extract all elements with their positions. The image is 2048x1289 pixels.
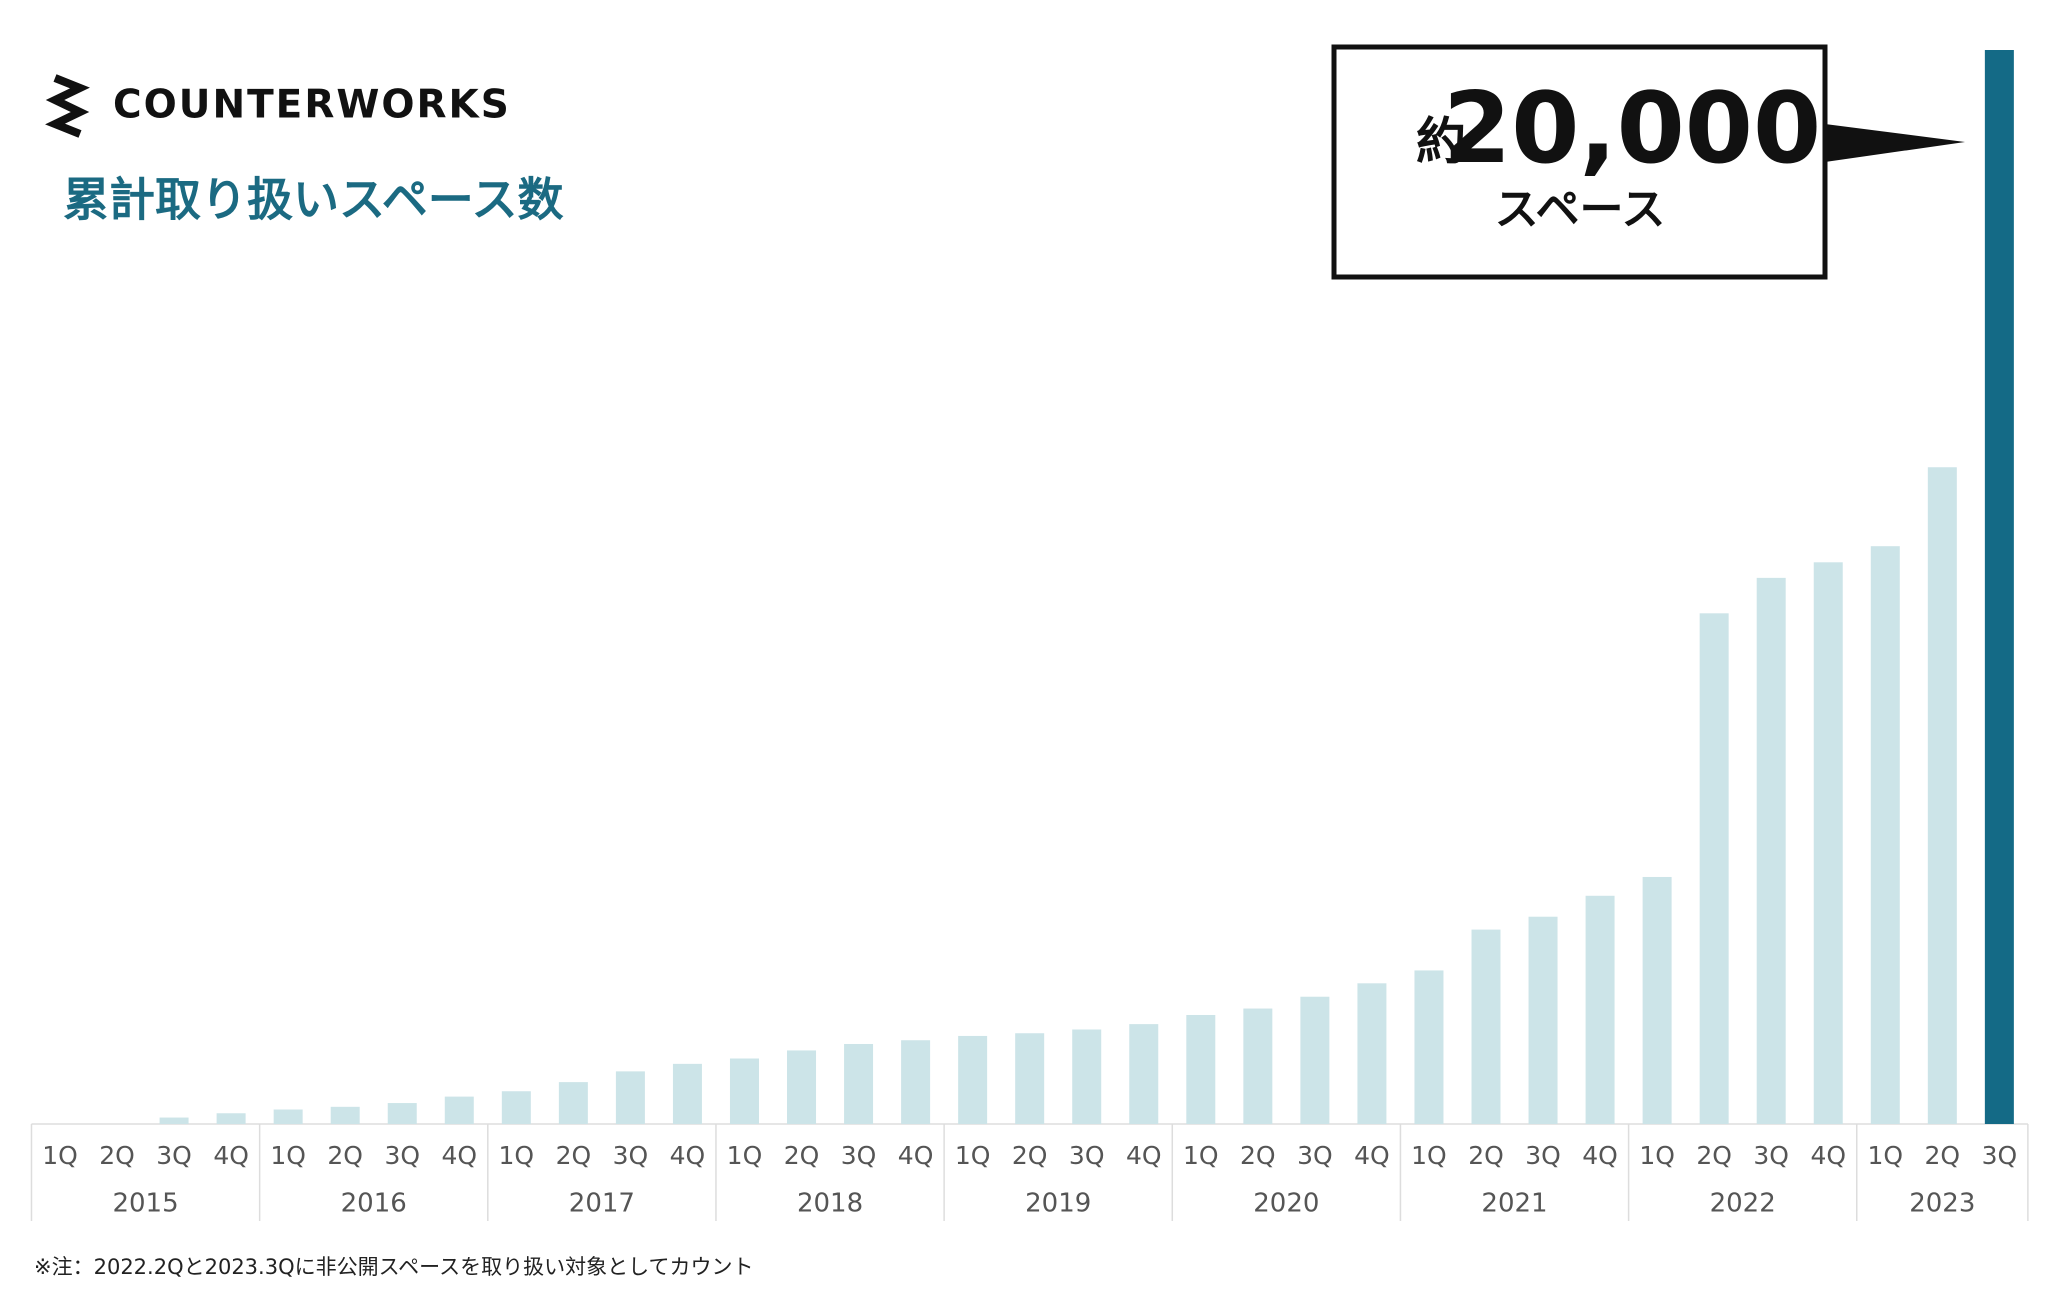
bar [1642, 876, 1672, 1124]
year-label: 2019 [1025, 1189, 1091, 1219]
bar [444, 1096, 474, 1124]
bar [1243, 1008, 1273, 1124]
annotation-pointer [1825, 124, 1965, 162]
bar [1585, 895, 1615, 1124]
year-label: 2015 [112, 1189, 178, 1219]
bar [1300, 996, 1330, 1124]
x-tick-label: 3Q [1069, 1141, 1105, 1170]
year-label: 2023 [1909, 1189, 1975, 1219]
x-tick-label: 1Q [1411, 1141, 1447, 1170]
year-label: 2018 [797, 1189, 863, 1219]
bar [501, 1091, 531, 1124]
bar [1072, 1029, 1102, 1124]
bar [1471, 929, 1501, 1124]
x-tick-label: 2Q [556, 1141, 592, 1170]
x-tick-label: 1Q [42, 1141, 78, 1170]
bar [901, 1040, 931, 1124]
x-tick-label: 1Q [270, 1141, 306, 1170]
x-tick-label: 1Q [727, 1141, 763, 1170]
x-tick-label: 3Q [1753, 1141, 1789, 1170]
x-tick-label: 3Q [384, 1141, 420, 1170]
bar [159, 1117, 189, 1124]
bar [1015, 1033, 1045, 1124]
annotation-unit: スペース [1495, 184, 1666, 235]
x-tick-label: 2Q [1012, 1141, 1048, 1170]
logo-icon [45, 74, 90, 138]
bar [844, 1043, 874, 1124]
bar [672, 1063, 702, 1124]
brand: COUNTERWORKS [113, 83, 511, 128]
annotation-value: 20,000 [1443, 72, 1821, 186]
x-tick-label: 4Q [1126, 1141, 1162, 1170]
bar [1984, 50, 2014, 1124]
x-tick-label: 4Q [1810, 1141, 1846, 1170]
x-tick-label: 1Q [1183, 1141, 1219, 1170]
x-tick-label: 4Q [1582, 1141, 1618, 1170]
x-tick-label: 4Q [1354, 1141, 1390, 1170]
bar [1756, 577, 1786, 1124]
x-tick-label: 1Q [1867, 1141, 1903, 1170]
bar [958, 1035, 988, 1124]
bar [729, 1058, 759, 1124]
bar [1927, 467, 1957, 1124]
bar [787, 1050, 817, 1124]
x-tick-label: 4Q [898, 1141, 934, 1170]
x-tick-label: 3Q [841, 1141, 877, 1170]
bar [1357, 983, 1387, 1124]
bar [330, 1106, 360, 1124]
x-tick-label: 2Q [1696, 1141, 1732, 1170]
bar [558, 1082, 588, 1124]
x-tick-label: 3Q [1525, 1141, 1561, 1170]
x-tick-label: 3Q [156, 1141, 192, 1170]
bar [1528, 916, 1558, 1124]
x-tick-label: 2Q [1925, 1141, 1961, 1170]
bar [1186, 1014, 1216, 1124]
x-tick-label: 4Q [441, 1141, 477, 1170]
bar [1813, 562, 1843, 1124]
bar [387, 1103, 417, 1124]
x-tick-label: 4Q [670, 1141, 706, 1170]
x-tick-label: 2Q [327, 1141, 363, 1170]
year-label: 2022 [1710, 1189, 1776, 1219]
annotation-box [1331, 44, 1828, 280]
x-tick-label: 4Q [213, 1141, 249, 1170]
note: ※注：2022.2Qと2023.3Qに非公開スペースを取り扱い対象としてカウント [34, 1255, 753, 1279]
bar [1699, 613, 1729, 1124]
x-tick-label: 2Q [1468, 1141, 1504, 1170]
bar [1870, 546, 1900, 1124]
bar [615, 1071, 645, 1124]
year-label: 2016 [341, 1189, 407, 1219]
annotation-prefix: 約 [1416, 113, 1466, 171]
x-tick-label: 1Q [955, 1141, 991, 1170]
year-label: 2021 [1481, 1189, 1547, 1219]
bar [273, 1109, 303, 1124]
x-tick-label: 2Q [784, 1141, 820, 1170]
year-label: 2017 [569, 1189, 635, 1219]
x-tick-label: 2Q [99, 1141, 135, 1170]
x-tick-label: 1Q [1639, 1141, 1675, 1170]
x-tick-label: 2Q [1240, 1141, 1276, 1170]
x-tick-label: 3Q [1982, 1141, 2018, 1170]
chart-title: 累計取り扱いスペース数 [63, 173, 563, 227]
bar [1129, 1024, 1159, 1124]
bar [1414, 970, 1444, 1124]
x-tick-label: 3Q [1297, 1141, 1333, 1170]
bar [216, 1113, 246, 1124]
year-label: 2020 [1253, 1189, 1319, 1219]
x-tick-label: 1Q [499, 1141, 535, 1170]
x-tick-label: 3Q [613, 1141, 649, 1170]
